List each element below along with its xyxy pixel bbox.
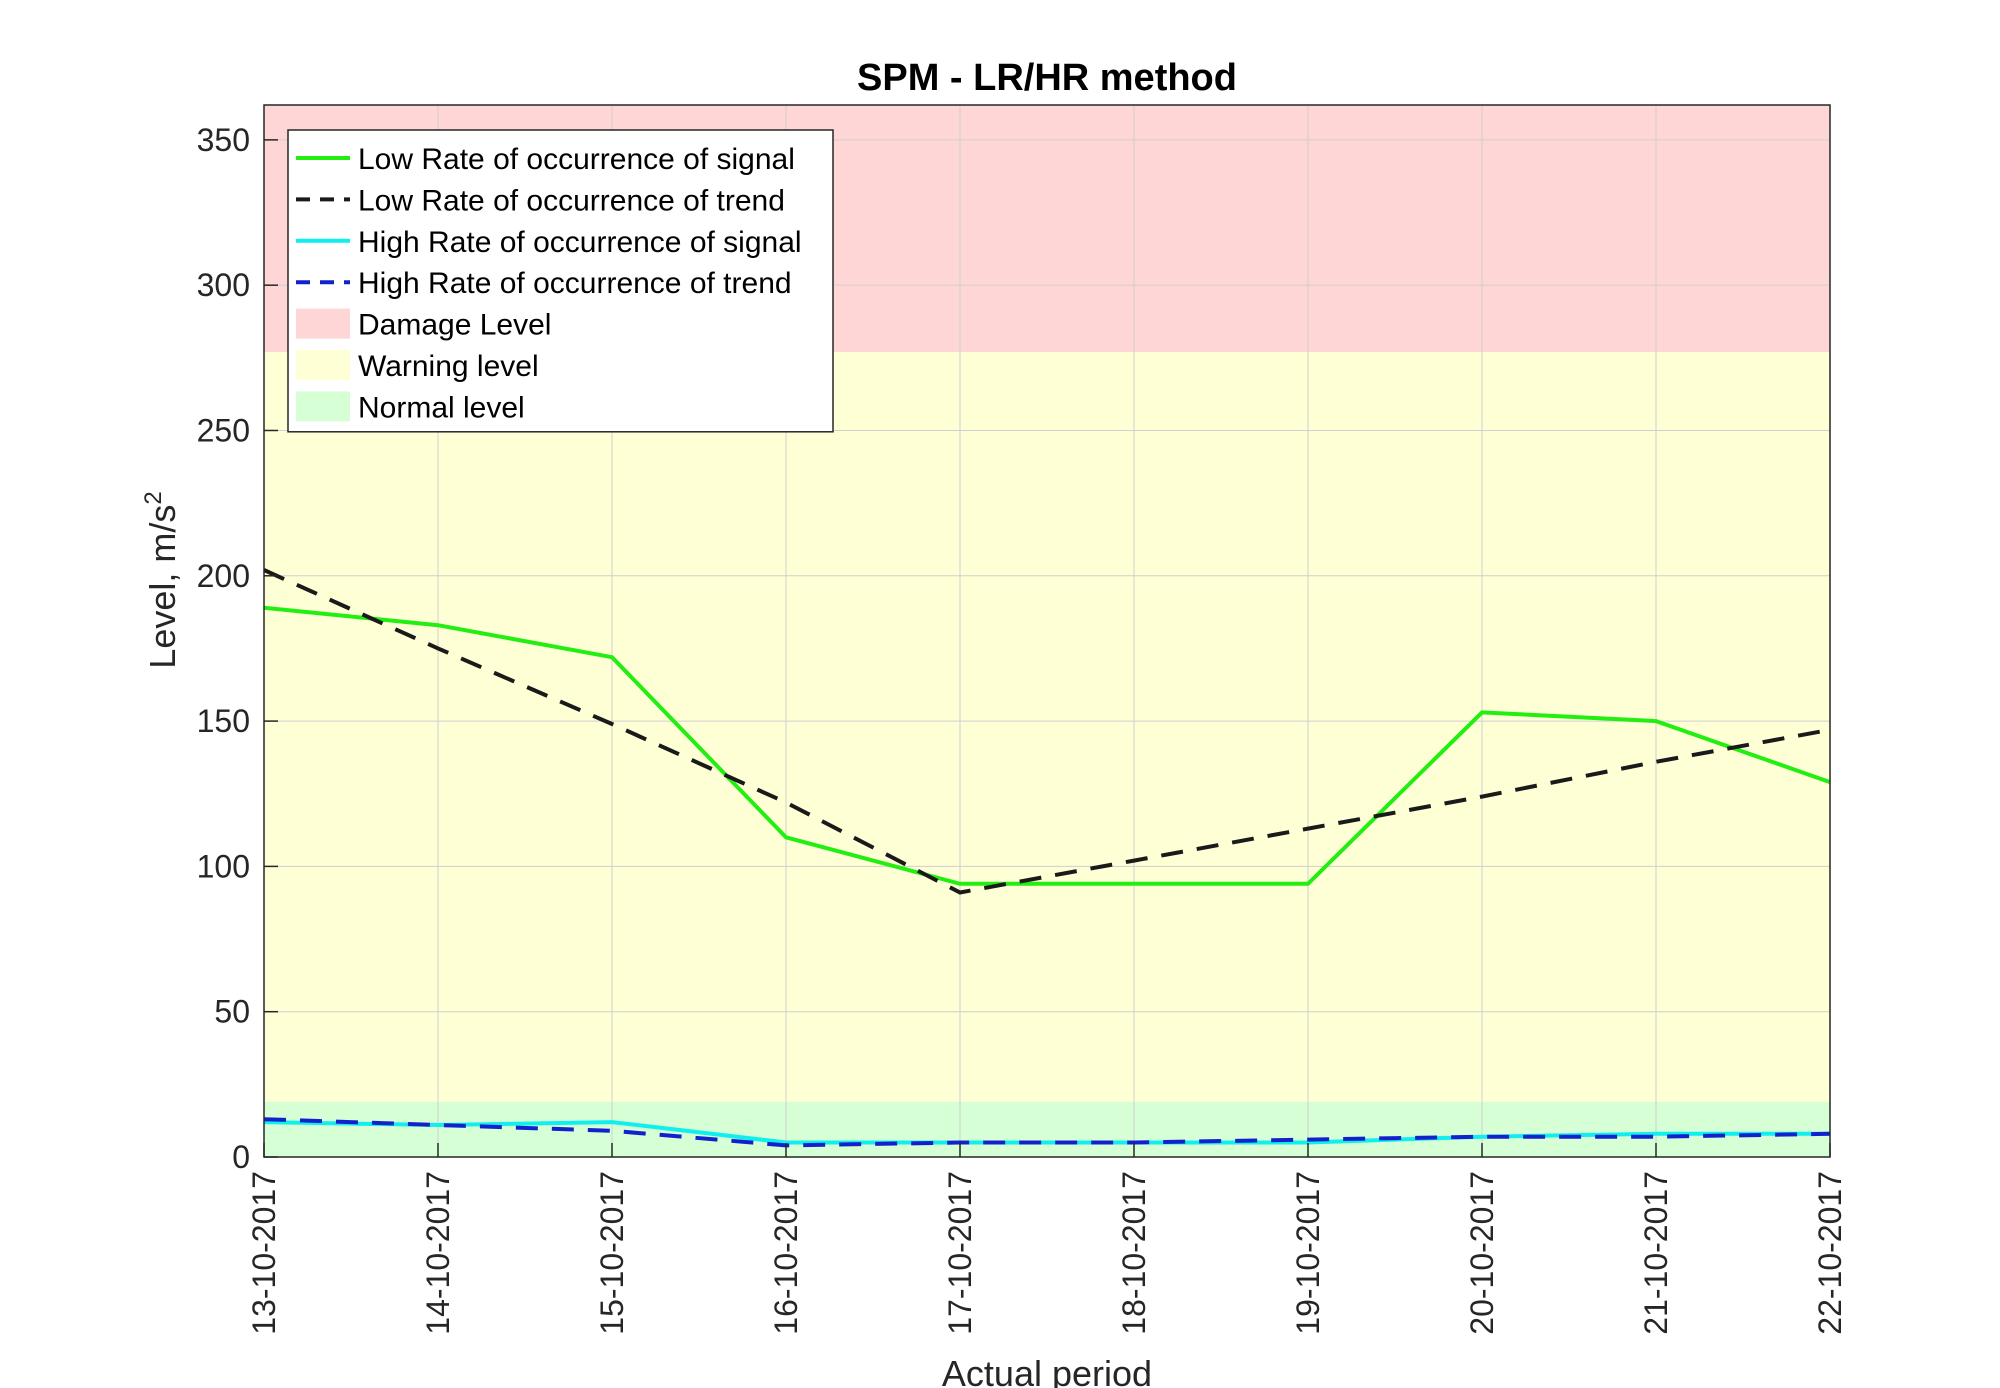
legend-swatch-band xyxy=(296,308,350,339)
chart-title: SPM - LR/HR method xyxy=(857,57,1237,99)
y-tick-label: 100 xyxy=(197,848,250,884)
x-tick-label: 13-10-2017 xyxy=(246,1171,282,1335)
legend-label: Damage Level xyxy=(358,309,551,342)
series-line-2 xyxy=(263,568,1831,895)
y-axis-label: Level, m/s2 xyxy=(140,491,183,668)
y-axis-label-sup: 2 xyxy=(140,491,167,504)
x-tick-label: 20-10-2017 xyxy=(1464,1171,1500,1335)
legend-swatch-band xyxy=(296,391,350,422)
series-layer xyxy=(263,568,1831,1148)
x-tick-label: 17-10-2017 xyxy=(942,1171,978,1335)
x-axis-label: Actual period xyxy=(942,1353,1152,1388)
legend-label: Warning level xyxy=(358,350,539,383)
ticks-layer: 0 50 100 150 200 250 300 350 13-10-2017 14-10-201… xyxy=(197,122,1848,1335)
legend-label: Normal level xyxy=(358,391,525,424)
y-tick-label: 300 xyxy=(197,267,250,303)
y-tick-label: 350 xyxy=(197,122,250,158)
x-tick-label: 16-10-2017 xyxy=(768,1171,804,1335)
legend: Low Rate of occurrence of signal Low Rate… xyxy=(287,129,834,433)
y-tick-label: 50 xyxy=(214,994,250,1030)
y-axis-label-base: Level, m/s xyxy=(142,505,183,669)
x-tick-label: 18-10-2017 xyxy=(1116,1171,1152,1335)
x-tick-label: 22-10-2017 xyxy=(1812,1171,1848,1335)
legend-swatch-band xyxy=(296,350,350,380)
plot-frame xyxy=(263,104,1831,1158)
series-line-1 xyxy=(263,605,1831,886)
legend-label: Low Rate of occurrence of signal xyxy=(358,143,795,176)
band-warning-level xyxy=(264,352,1830,1102)
y-tick-label: 250 xyxy=(197,412,250,448)
x-tick-label: 15-10-2017 xyxy=(594,1171,630,1335)
legend-label: Low Rate of occurrence of trend xyxy=(358,184,785,217)
x-tick-label: 21-10-2017 xyxy=(1638,1171,1674,1335)
bands-layer xyxy=(264,105,1830,1157)
series-line-4 xyxy=(263,1117,1831,1148)
band-normal-level xyxy=(264,1101,1830,1157)
x-tick-label: 14-10-2017 xyxy=(420,1171,456,1335)
y-tick-label: 200 xyxy=(197,558,250,594)
legend-label: High Rate of occurrence of trend xyxy=(358,267,792,300)
y-tick-label: 150 xyxy=(197,703,250,739)
x-tick-label: 19-10-2017 xyxy=(1290,1171,1326,1335)
y-tick-label: 0 xyxy=(232,1139,250,1175)
legend-box xyxy=(287,129,834,433)
legend-label: High Rate of occurrence of signal xyxy=(358,226,802,259)
